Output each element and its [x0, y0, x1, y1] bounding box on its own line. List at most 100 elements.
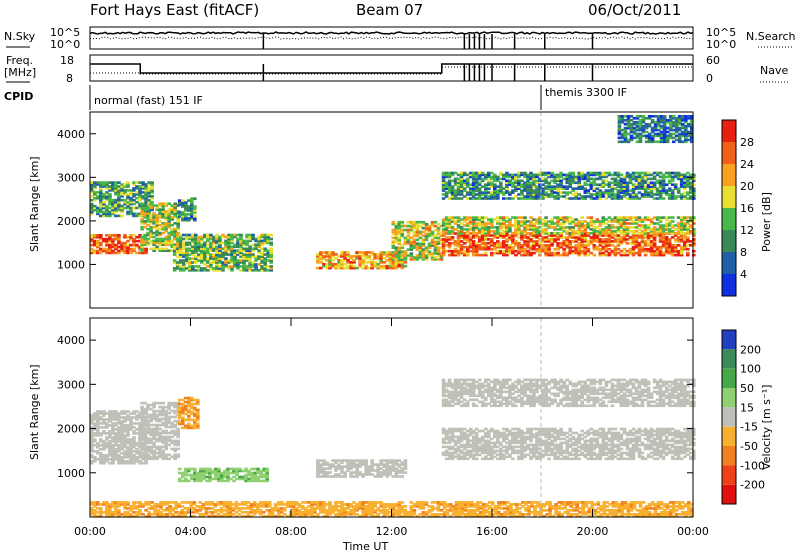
echo-cell-r7: [505, 247, 509, 251]
echo-cell-r6: [430, 254, 435, 257]
echo-cell-r2: [181, 416, 185, 420]
echo-cell-r10: [674, 130, 679, 134]
echo-cell-r4: [209, 243, 213, 247]
echo-cell-r6: [433, 252, 438, 255]
echo-cell-r9: [676, 177, 681, 181]
echo-cell-r2: [176, 231, 180, 235]
echo-cell-r1: [155, 423, 159, 427]
echo-cell-r9: [484, 195, 488, 198]
echo-cell-r7: [574, 251, 578, 255]
echo-cell-r4: [191, 267, 195, 270]
echo-cell-r8: [580, 232, 584, 235]
echo-cell-r4: [172, 245, 177, 249]
echo-cell-r8: [679, 222, 684, 225]
echo-cell-r8: [559, 216, 563, 219]
echo-cell-r7: [598, 240, 603, 243]
echo-cell-r8: [655, 232, 660, 235]
echo-cell-r7: [625, 238, 630, 241]
echo-cell-r9: [577, 171, 581, 175]
echo-cell-r9: [616, 195, 621, 198]
echo-cell-r1: [123, 185, 127, 188]
echo-cell-r1: [135, 196, 139, 200]
echo-cell-r4: [269, 251, 273, 254]
echo-cell-r4: [182, 245, 186, 249]
echo-cell-r8: [550, 226, 554, 229]
echo-cell-r3: [235, 467, 239, 471]
echo-cell-r6: [397, 238, 402, 242]
echo-cell-r7: [658, 253, 663, 257]
echo-cell-r2: [164, 225, 168, 229]
echo-cell-r7: [484, 251, 488, 255]
echo-cell-r0: [105, 426, 109, 429]
echo-cell-r4: [260, 235, 264, 239]
echo-cell-r6: [412, 224, 417, 228]
echo-cell-r9: [465, 183, 470, 186]
echo-cell-r9: [689, 187, 693, 190]
echo-cell-r4: [349, 475, 353, 478]
echo-cell-r9: [610, 185, 615, 188]
echo-cell-r6: [391, 244, 396, 247]
echo-cell-r2: [155, 239, 159, 243]
echo-cell-r5: [373, 264, 377, 268]
echo-cell-r1: [158, 437, 162, 441]
echo-cell-r3: [187, 469, 191, 473]
echo-cell-r1: [138, 196, 142, 200]
echo-cell-r9: [526, 191, 530, 194]
noise-tick-high: 10^5: [50, 26, 80, 39]
echo-cell-r10: [638, 134, 643, 138]
echo-cell-r7: [613, 247, 618, 251]
echo-cell-r7: [474, 244, 479, 247]
echo-cell-r7: [480, 247, 485, 251]
echo-cell-r6: [439, 232, 444, 236]
echo-cell-r8: [477, 230, 482, 233]
echo-cell-r9: [640, 187, 645, 190]
echo-cell-r8: [643, 230, 648, 233]
echo-cell-r7: [652, 245, 657, 249]
echo-cell-r9: [517, 173, 521, 177]
echo-cell-r6: [397, 248, 402, 251]
echo-cell-r0: [117, 418, 121, 421]
echo-cell-r3: [205, 469, 209, 473]
echo-cell-r8: [502, 230, 506, 233]
echo-cell-r9: [562, 191, 566, 194]
echo-cell-r4: [230, 269, 234, 272]
echo-cell-r2: [167, 237, 171, 241]
echo-cell-r6: [391, 236, 396, 240]
echo-cell-r8: [619, 224, 624, 227]
echo-cell-r4: [263, 249, 267, 252]
echo-cell-r7: [517, 247, 521, 251]
echo-cell-r9: [589, 183, 594, 186]
echo-cell-r2: [193, 426, 197, 430]
echo-cell-r8: [683, 228, 687, 231]
echo-cell-r9: [580, 197, 584, 200]
echo-cell-r4: [245, 249, 249, 252]
echo-cell-r9: [505, 191, 509, 194]
echo-cell-r7: [553, 247, 557, 251]
echo-cell-r9: [559, 171, 563, 175]
echo-cell-r1: [146, 437, 150, 441]
echo-cell-r9: [667, 197, 672, 200]
echo-cell-r0: [93, 239, 97, 243]
echo-cell-r8: [508, 230, 512, 233]
echo-cell-r1: [173, 403, 177, 407]
echo-cell-r4: [316, 469, 320, 472]
echo-cell-r4: [200, 247, 204, 251]
echo-cell-r7: [616, 242, 621, 245]
echo-cell-r9: [577, 197, 581, 200]
echo-cell-r9: [683, 185, 687, 188]
echo-cell-r10: [650, 126, 655, 130]
echo-cell-r8: [474, 218, 479, 221]
echo-cell-r6: [415, 258, 420, 261]
echo-cell-r10: [680, 140, 685, 144]
echo-cell-r10: [644, 136, 649, 140]
echo-cell-r7: [508, 247, 512, 251]
echo-cell-r4: [188, 233, 192, 237]
echo-cell-r6: [397, 250, 402, 253]
echo-cell-r8: [683, 222, 687, 225]
echo-cell-r5: [337, 266, 341, 270]
echo-cell-r9: [480, 191, 485, 194]
echo-cell-r10: [623, 126, 628, 130]
echo-cell-r4: [175, 267, 180, 270]
echo-cell-r9: [574, 197, 578, 200]
echo-cell-r8: [686, 226, 690, 229]
